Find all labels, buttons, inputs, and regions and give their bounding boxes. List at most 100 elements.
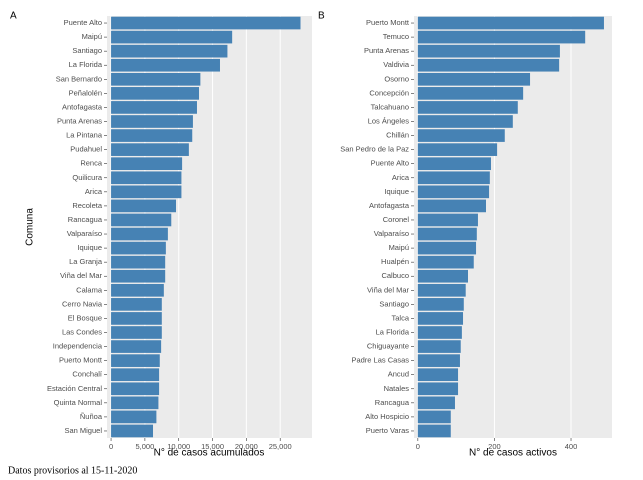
bar <box>111 269 166 283</box>
y-tick-label: Iquique <box>77 243 102 252</box>
bar <box>111 283 164 297</box>
y-tick-label: Rancagua <box>375 398 410 407</box>
y-tick-label: Puerto Varas <box>366 426 409 435</box>
bar <box>111 396 159 410</box>
y-tick-label: Iquique <box>384 187 409 196</box>
bar <box>111 368 160 382</box>
bar <box>111 44 228 58</box>
y-tick-label: Puerto Montt <box>366 18 410 27</box>
bar <box>417 185 490 199</box>
panel-label: B <box>318 11 325 22</box>
bar <box>417 424 451 438</box>
y-tick-label: Ancud <box>388 370 409 379</box>
bar <box>111 87 200 100</box>
y-tick-label: Temuco <box>383 32 409 41</box>
bar <box>111 382 160 396</box>
bar <box>111 199 177 213</box>
y-tick-label: Antofagasta <box>62 102 103 111</box>
bar <box>111 30 233 44</box>
y-tick-label: Calama <box>76 285 103 294</box>
bar <box>111 157 183 171</box>
x-tick-label: 5,000 <box>135 442 154 451</box>
bar <box>417 354 460 367</box>
y-tick-label: Estación Central <box>47 384 102 393</box>
bar <box>111 410 157 424</box>
x-tick-label: 10,000 <box>167 442 190 451</box>
y-tick-label: La Pintana <box>66 131 103 140</box>
y-tick-label: Chiguayante <box>367 342 409 351</box>
bar <box>417 72 531 86</box>
bar <box>111 227 168 241</box>
x-tick-label: 15,000 <box>201 442 224 451</box>
x-tick-label: 20,000 <box>235 442 258 451</box>
y-tick-label: Los Ángeles <box>368 116 410 125</box>
y-tick-label: La Florida <box>376 327 410 336</box>
y-tick-label: La Florida <box>69 60 103 69</box>
y-tick-label: Concepción <box>369 88 409 97</box>
y-tick-label: Las Condes <box>62 327 102 336</box>
y-tick-label: Coronel <box>383 215 410 224</box>
y-tick-label: San Bernardo <box>56 74 102 83</box>
y-tick-label: Alto Hospicio <box>365 412 409 421</box>
y-tick-label: Valdivia <box>383 60 410 69</box>
y-tick-label: Peñalolén <box>69 88 102 97</box>
y-tick-label: Talcahuano <box>371 102 409 111</box>
bar <box>417 269 468 283</box>
y-tick-label: Osorno <box>384 74 409 83</box>
bar <box>417 368 459 382</box>
bar <box>111 213 172 227</box>
y-tick-label: San Pedro de la Paz <box>340 145 409 154</box>
x-axis-title: N° de casos acumulados <box>154 448 265 459</box>
bar <box>417 396 455 410</box>
bar <box>417 44 560 58</box>
y-tick-label: Punta Arenas <box>57 116 102 125</box>
bar <box>417 87 524 100</box>
y-tick-label: Arica <box>85 187 103 196</box>
bar <box>111 129 193 142</box>
bar <box>417 326 462 339</box>
bar <box>111 115 193 128</box>
bar <box>417 255 474 269</box>
y-tick-label: Puerto Montt <box>59 356 103 365</box>
y-tick-label: Cerro Navia <box>62 299 103 308</box>
x-tick-label: 0 <box>109 442 113 451</box>
y-tick-label: Ñuñoa <box>80 412 103 421</box>
bar <box>417 227 477 241</box>
y-tick-label: Puente Alto <box>371 159 409 168</box>
y-tick-label: Talca <box>391 313 409 322</box>
bar <box>417 30 586 44</box>
bar <box>111 171 182 185</box>
y-tick-label: Valparaíso <box>374 229 409 238</box>
y-tick-label: Pudahuel <box>70 145 102 154</box>
y-tick-label: Arica <box>392 173 410 182</box>
y-tick-label: Quinta Normal <box>54 398 103 407</box>
bar <box>111 354 160 367</box>
y-tick-label: Viña del Mar <box>60 271 102 280</box>
bar <box>111 101 197 114</box>
plot-background <box>107 16 312 438</box>
x-tick-label: 400 <box>565 442 578 451</box>
bar <box>111 424 154 438</box>
bar <box>417 157 491 171</box>
bar <box>417 382 459 396</box>
y-tick-label: Rancagua <box>68 215 103 224</box>
bar <box>417 298 464 311</box>
bar <box>111 255 166 269</box>
bar <box>111 72 201 86</box>
y-tick-label: Recoleta <box>72 201 102 210</box>
y-tick-label: Santiago <box>379 299 409 308</box>
bar <box>417 115 513 128</box>
bar <box>417 410 451 424</box>
x-tick-label: 25,000 <box>269 442 292 451</box>
bar <box>111 16 301 30</box>
y-tick-label: Punta Arenas <box>364 46 409 55</box>
y-tick-label: Quilicura <box>72 173 102 182</box>
bar <box>111 326 162 339</box>
bar <box>417 213 478 227</box>
bar <box>417 340 461 353</box>
y-tick-label: San Miguel <box>64 426 102 435</box>
y-tick-label: Antofagasta <box>369 201 410 210</box>
bar <box>111 185 182 199</box>
x-tick-label: 0 <box>416 442 420 451</box>
